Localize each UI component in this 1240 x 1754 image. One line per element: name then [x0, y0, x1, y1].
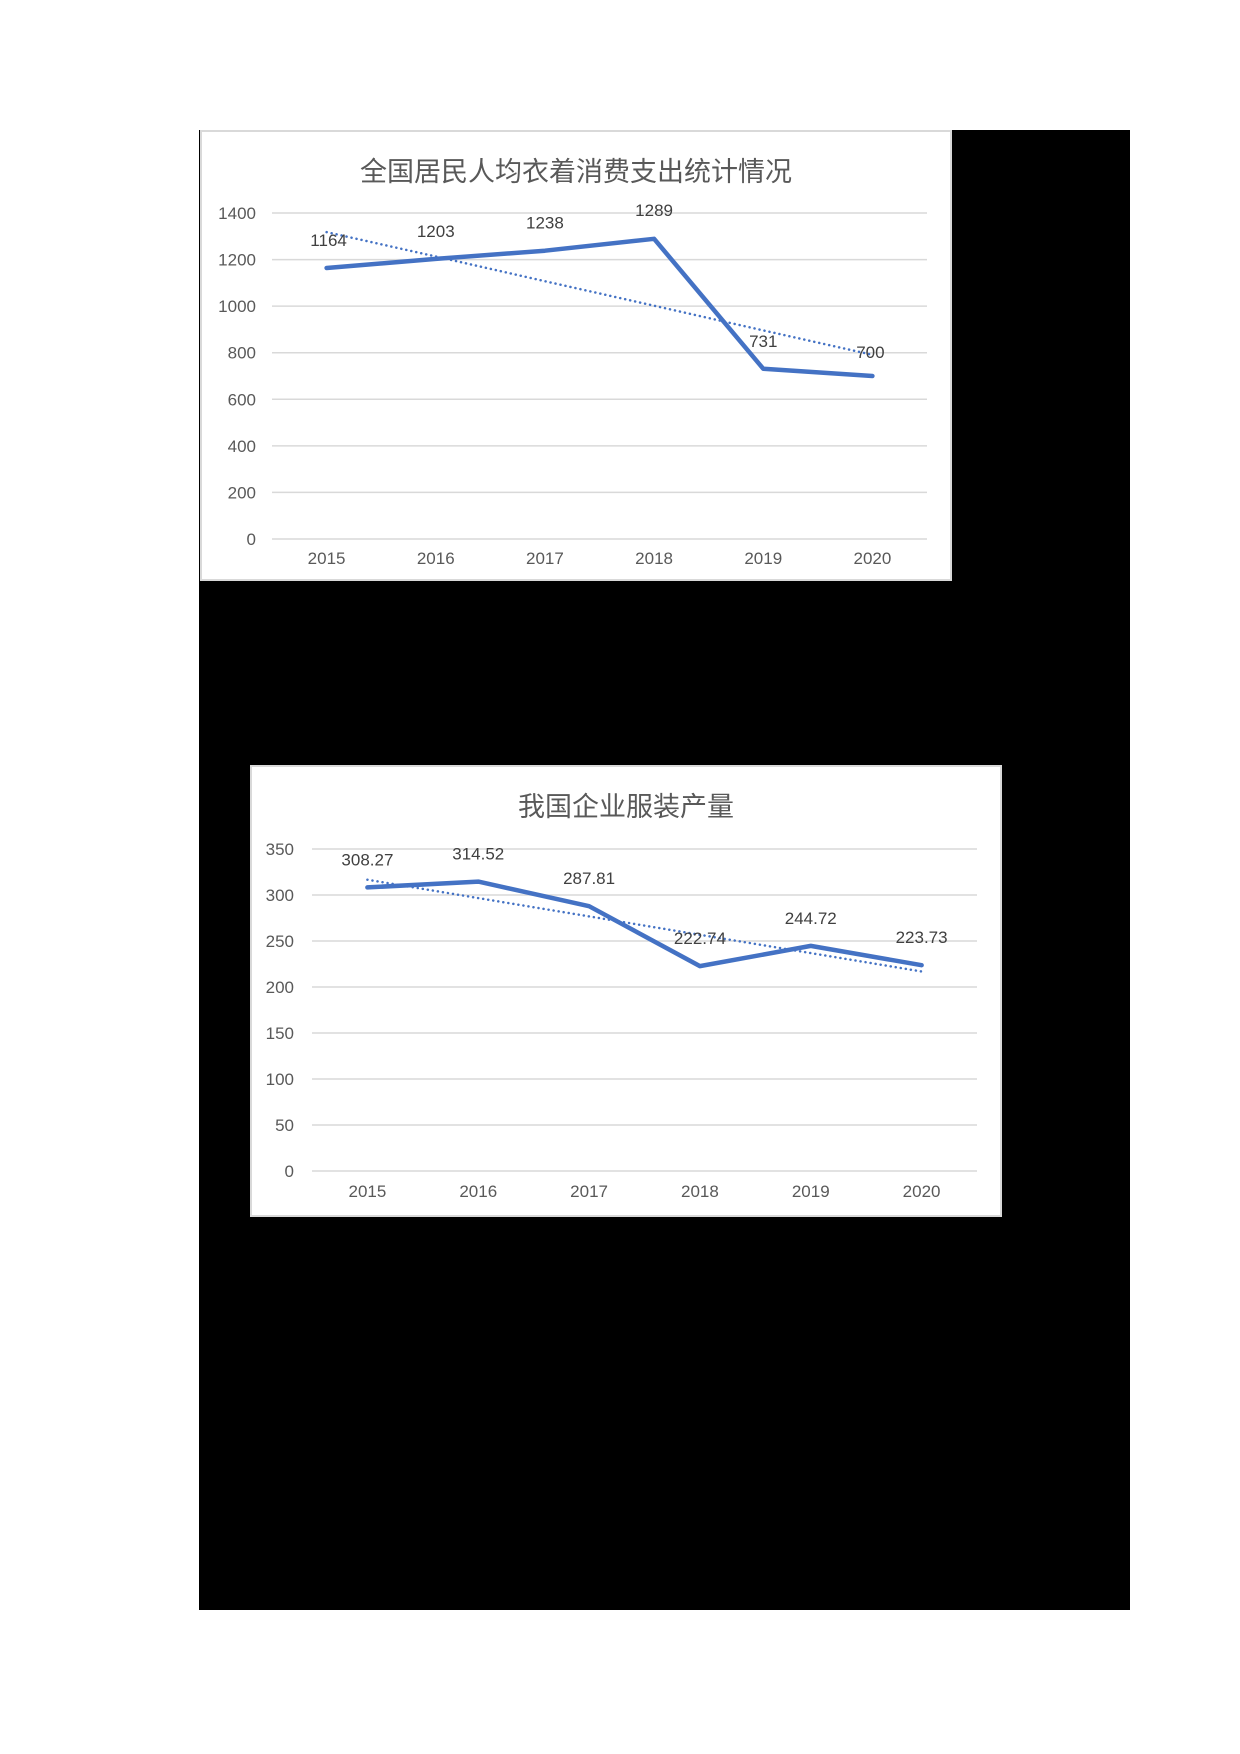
y-tick-label: 0 — [247, 530, 256, 549]
x-tick-label: 2015 — [308, 549, 346, 568]
data-labels: 308.27 314.52 287.81 222.74 244.72 223.73 — [341, 845, 947, 948]
y-tick-label: 1400 — [218, 204, 256, 223]
data-label: 1289 — [635, 201, 673, 220]
data-label: 1203 — [417, 222, 455, 241]
x-tick-label: 2020 — [903, 1182, 941, 1201]
y-tick-label: 1000 — [218, 297, 256, 316]
y-axis-ticks: 0 50 100 150 200 250 300 350 — [266, 840, 294, 1181]
y-tick-label: 150 — [266, 1024, 294, 1043]
y-tick-label: 400 — [228, 437, 256, 456]
x-tick-label: 2020 — [854, 549, 892, 568]
y-tick-label: 200 — [266, 978, 294, 997]
y-tick-label: 1200 — [218, 251, 256, 270]
data-labels: 1164 1203 1238 1289 731 700 — [310, 201, 884, 362]
x-tick-label: 2019 — [792, 1182, 830, 1201]
x-tick-label: 2018 — [681, 1182, 719, 1201]
y-tick-label: 0 — [285, 1162, 294, 1181]
data-label: 1238 — [526, 214, 564, 233]
data-label: 731 — [749, 332, 777, 351]
x-tick-label: 2019 — [744, 549, 782, 568]
data-label: 244.72 — [785, 909, 837, 928]
data-line — [324, 236, 875, 379]
y-tick-label: 300 — [266, 886, 294, 905]
chart-title: 我国企业服装产量 — [518, 792, 734, 823]
data-label: 223.73 — [896, 928, 948, 947]
y-tick-label: 350 — [266, 840, 294, 859]
clothing-spending-chart: 0 200 400 600 800 1000 1200 1400 2015 2016 2017 201… — [200, 130, 952, 581]
trendline — [366, 878, 923, 973]
x-tick-label: 2018 — [635, 549, 673, 568]
chart-title: 全国居民人均衣着消费支出统计情况 — [360, 157, 792, 188]
x-axis-ticks: 2015 2016 2017 2018 2019 2020 — [308, 549, 892, 568]
y-tick-label: 250 — [266, 932, 294, 951]
x-tick-label: 2017 — [570, 1182, 608, 1201]
gridlines — [312, 848, 977, 1172]
data-label: 308.27 — [341, 850, 393, 869]
data-label: 222.74 — [674, 929, 726, 948]
x-axis-ticks: 2015 2016 2017 2018 2019 2020 — [349, 1182, 941, 1201]
y-tick-label: 100 — [266, 1070, 294, 1089]
y-tick-label: 800 — [228, 344, 256, 363]
y-axis-ticks: 0 200 400 600 800 1000 1200 1400 — [218, 204, 256, 549]
x-tick-label: 2016 — [417, 549, 455, 568]
trendline — [325, 230, 874, 357]
y-tick-label: 600 — [228, 390, 256, 409]
data-label: 1164 — [310, 231, 347, 250]
y-tick-label: 50 — [275, 1116, 294, 1135]
x-tick-label: 2015 — [349, 1182, 387, 1201]
x-tick-label: 2016 — [459, 1182, 497, 1201]
y-tick-label: 200 — [228, 483, 256, 502]
data-label: 314.52 — [452, 845, 504, 864]
data-label: 287.81 — [563, 869, 615, 888]
garment-output-chart: 0 50 100 150 200 250 300 350 2015 2016 2017 2018 201… — [250, 765, 1002, 1217]
data-line — [365, 879, 924, 969]
gridlines — [272, 212, 927, 540]
x-tick-label: 2017 — [526, 549, 564, 568]
data-label: 700 — [856, 343, 884, 362]
